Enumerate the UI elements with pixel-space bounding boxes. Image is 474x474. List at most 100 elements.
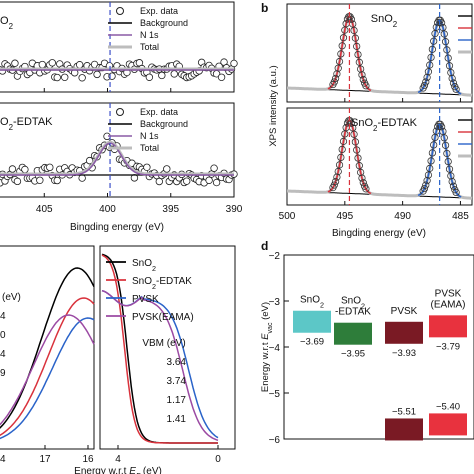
b-data-point [335,57,344,66]
b-data-point [443,149,451,158]
a-legend-label: N 1s [140,131,159,141]
b-data-point [431,30,439,38]
b-data-point [419,84,427,92]
b-data-point [355,162,363,170]
d-tick-label: −6 [269,435,281,446]
c-tick-label: 4 [115,454,121,465]
b-data-point [427,53,435,62]
a-data-point [61,73,69,81]
c-legend-label: SnO2 [132,258,156,273]
a-frame [0,102,235,198]
a-data-point [53,73,61,82]
a-legend-marker [116,108,124,116]
b-data-point [329,80,337,89]
c-partial-label: 0 [0,330,6,341]
b-data-point [339,34,348,42]
a-tick-label: 405 [36,204,53,215]
b-data-point [351,138,359,146]
b-data-point [354,50,362,59]
b-data-point [426,164,434,172]
a-data-point [78,174,86,182]
b-data-point [419,187,427,195]
a-data-point [170,70,178,78]
b-data-point [335,161,344,169]
d-material-label: -EDTAK [335,307,371,318]
b-data-point [357,168,365,176]
a-legend-label: Total [140,42,159,52]
b-data-point [338,42,346,50]
b-data-point [338,145,346,154]
b-data-point [448,74,456,82]
b-data-point [424,171,433,179]
b-data-point [423,177,431,185]
b-data-point [361,79,369,87]
a-legend-label: Background [140,18,188,28]
a-tick-label: 390 [226,204,243,215]
a-data-point [53,176,61,185]
b-xlabel: Bingding energy (eV) [332,228,426,239]
d-cb-label: −3.93 [392,348,416,359]
a-legend-label: Total [140,143,159,153]
a-legend-label: Exp. data [140,6,178,16]
b-data-point [334,167,342,176]
b-data-point [430,141,438,149]
c-vbm-value: 1.41 [167,414,187,425]
b-data-point [444,157,452,166]
b-data-point [361,182,369,190]
b-data-point [351,34,359,42]
c-vbm-value: 1.17 [167,395,187,406]
panel-d: d−2 −3 −4 −5 −6 Energy w.r.t Evac (eV) −3.69 Sn… [260,239,474,446]
b-data-point [434,122,442,131]
c-legend-label: SnO2-EDTAK [132,276,192,291]
b-data-point [443,46,451,54]
a-data-point [46,163,54,172]
a-data-point [11,59,19,67]
b-data-point [451,83,459,91]
b-data-point [334,64,342,72]
d-tick-label: −2 [269,251,281,262]
d-cb-label: −3.79 [436,341,460,352]
d-material-label: PVSK [435,288,462,299]
b-tick-label: 485 [452,211,469,222]
c-partial-label: 9 [0,368,6,379]
d-cb-box [429,315,467,338]
d-vb-box [385,418,423,441]
b-data-point [447,172,455,180]
a-sample-label: O2 [0,15,13,31]
b-data-point [449,182,458,190]
a-data-point [8,165,17,173]
b-data-point [422,78,430,86]
c-right-frame [99,245,236,450]
b-data-point [333,173,341,181]
a-data-point [85,156,94,165]
a-data-point [36,176,44,184]
d-cb-label: −3.95 [341,349,365,360]
a-data-point [48,59,56,67]
b-data-point [353,42,361,50]
b-data-point [428,149,436,157]
a-legend-marker [116,7,124,15]
b-ylabel: XPS intensity (a.u.) [268,65,279,146]
a-data-point [230,59,238,68]
d-material-label: SnO2 [341,296,365,311]
panel-a: O2 Exp. data Background N 1s Total O2-EDTAK Ex… [0,1,243,233]
b-data-point [339,137,348,145]
d-cb-box [293,310,331,333]
c-vbm-value: 3.74 [167,376,187,387]
b-data-point [358,174,366,182]
a-data-point [217,73,226,82]
a-data-point [155,177,164,186]
d-tick-label: −4 [269,343,281,354]
b-data-point [337,50,345,58]
c-tick-label: 0 [215,454,221,465]
d-tick-label: −3 [269,297,281,308]
c-legend-label: PVSK [132,294,159,305]
c-legend-label: PVSK(EAMA) [132,312,194,323]
d-panel-label: d [261,239,268,253]
a-legend-label: N 1s [140,30,159,40]
b-sample-label: SnO2 [371,13,397,29]
c-left-curve [0,314,95,426]
b-data-point [445,62,454,70]
panel-c: SnO2 SnO2-EDTAK PVSK PVSK(EAMA) VBM (eV) 3.64… [0,245,236,474]
